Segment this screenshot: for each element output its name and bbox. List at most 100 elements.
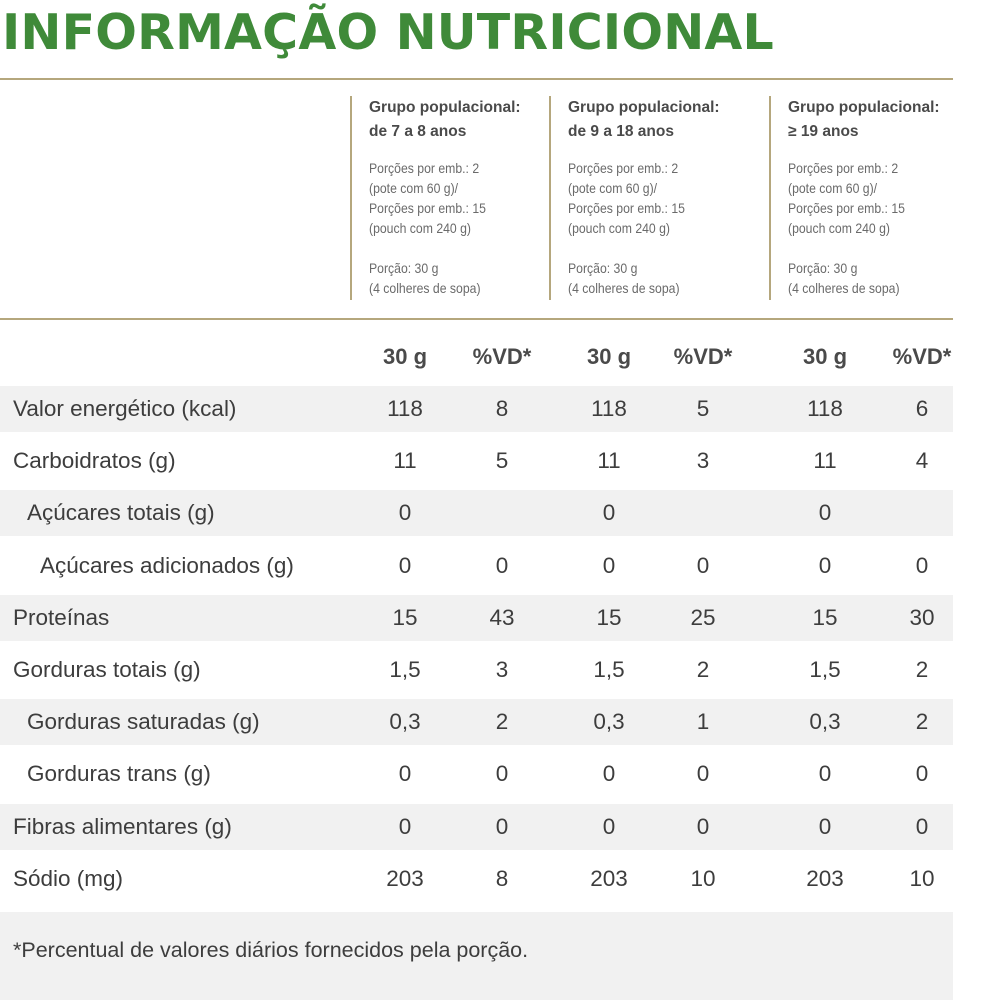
group-portions-line: (pote com 60 g)/	[788, 181, 878, 196]
vd-value-cell: 0	[915, 552, 929, 578]
group-header-7-8: Grupo populacional: de 7 a 8 anos Porçõe…	[350, 96, 521, 300]
table-row: Valor energético (kcal) 118 8 118 5 118 6	[0, 386, 953, 432]
group-serving-line: Porção: 30 g	[788, 261, 858, 276]
group-header-9-18: Grupo populacional: de 9 a 18 anos Porçõ…	[549, 96, 720, 300]
portion-value-cell: 11	[393, 448, 417, 474]
portion-value-cell: 15	[392, 604, 418, 630]
vd-value-cell: 5	[495, 448, 509, 474]
table-row: Gorduras saturadas (g) 0,3 2 0,3 1 0,3 2	[0, 699, 953, 746]
portion-value-cell: 203	[386, 865, 424, 891]
group-serving-line: Porção: 30 g	[568, 261, 638, 276]
portion-value-cell: 0	[818, 761, 832, 787]
vd-value-cell: 1	[696, 709, 710, 735]
portion-value-cell: 0	[818, 500, 832, 526]
portion-value-cell: 0	[398, 552, 412, 578]
vd-value-cell: 8	[495, 865, 509, 891]
vd-value-cell: 0	[495, 552, 509, 578]
portion-value-cell: 0	[602, 552, 616, 578]
group-title-line1: Grupo populacional:	[788, 99, 940, 116]
group-header-19-plus: Grupo populacional: ≥ 19 anos Porções po…	[769, 96, 940, 300]
footnote-text: *Percentual de valores diários fornecido…	[13, 938, 529, 962]
table-row: Sódio (mg) 203 8 203 10 203 10	[0, 856, 953, 902]
vd-value-cell: 30	[909, 604, 935, 630]
portion-value-cell: 203	[806, 865, 844, 891]
nutrient-label: Valor energético (kcal)	[13, 396, 237, 421]
portion-value-cell: 0	[818, 813, 832, 839]
footnote: *Percentual de valores diários fornecido…	[0, 912, 953, 1000]
column-header-vd: %VD*	[472, 344, 532, 369]
portion-value-cell: 11	[597, 448, 621, 474]
portion-value-cell: 1,5	[593, 657, 625, 682]
vd-value-cell: 2	[915, 657, 929, 682]
vd-value-cell: 3	[495, 657, 509, 682]
vd-value-cell: 6	[915, 396, 929, 421]
vd-value-cell: 4	[915, 448, 929, 474]
nutrient-label: Carboidratos (g)	[13, 448, 176, 474]
portion-value-cell: 0	[602, 500, 616, 526]
portion-value-cell: 0,3	[593, 709, 625, 735]
portion-value-cell: 0	[818, 552, 832, 578]
portion-value-cell: 15	[812, 604, 838, 630]
vd-value-cell: 0	[696, 552, 710, 578]
nutrient-label: Gorduras totais (g)	[13, 657, 201, 682]
vd-value-cell: 25	[690, 604, 716, 630]
vd-value-cell: 0	[495, 761, 509, 787]
nutrient-label: Gorduras trans (g)	[27, 761, 211, 787]
portion-value-cell: 118	[807, 396, 843, 421]
group-portions-line: (pouch com 240 g)	[788, 221, 891, 236]
vd-value-cell: 8	[495, 396, 509, 421]
portion-value-cell: 0	[398, 761, 412, 787]
vd-value-cell: 2	[915, 709, 929, 735]
vd-value-cell: 0	[915, 813, 929, 839]
group-portions-line: (pote com 60 g)/	[568, 181, 658, 196]
header-divider	[0, 318, 953, 320]
group-portions-line: Porções por emb.: 2	[568, 161, 679, 176]
portion-value-cell: 0	[602, 813, 616, 839]
column-header-vd: %VD*	[673, 344, 733, 369]
group-portions-line: (pouch com 240 g)	[568, 221, 671, 236]
table-row: Gorduras trans (g) 0 0 0 0 0 0	[0, 751, 953, 797]
group-title-line2: de 9 a 18 anos	[568, 123, 674, 140]
nutrient-label: Açúcares adicionados (g)	[40, 552, 294, 578]
vd-value-cell: 0	[495, 813, 509, 839]
column-header-portion: 30 g	[382, 344, 428, 369]
vd-value-cell: 5	[696, 396, 710, 421]
vd-value-cell: 0	[696, 761, 710, 787]
portion-value-cell: 118	[387, 396, 423, 421]
vd-value-cell: 0	[696, 813, 710, 839]
group-title-line1: Grupo populacional:	[568, 99, 720, 116]
group-title-line2: de 7 a 8 anos	[369, 123, 467, 140]
vd-value-cell: 10	[690, 865, 716, 891]
table-row: Açúcares adicionados (g) 0 0 0 0 0 0	[0, 543, 953, 589]
portion-value-cell: 0	[398, 813, 412, 839]
vd-value-cell: 3	[696, 448, 710, 474]
nutrient-label: Proteínas	[13, 604, 110, 630]
table-row: Carboidratos (g) 11 5 11 3 11 4	[0, 438, 953, 484]
group-title-line2: ≥ 19 anos	[788, 123, 859, 140]
portion-value-cell: 0	[602, 761, 616, 787]
nutrient-label: Sódio (mg)	[13, 865, 124, 891]
group-portions-line: Porções por emb.: 15	[369, 201, 486, 216]
portion-value-cell: 11	[813, 448, 837, 474]
column-header-vd: %VD*	[892, 344, 952, 369]
group-portions-line: Porções por emb.: 2	[788, 161, 899, 176]
group-title-line1: Grupo populacional:	[369, 99, 521, 116]
top-divider	[0, 78, 953, 80]
portion-value-cell: 1,5	[809, 657, 841, 682]
portion-value-cell: 203	[590, 865, 628, 891]
page-title: INFORMAÇÃO NUTRICIONAL	[2, 4, 774, 61]
portion-value-cell: 118	[591, 396, 627, 421]
group-portions-line: Porções por emb.: 2	[369, 161, 480, 176]
table-row: Açúcares totais (g) 0 0 0	[0, 490, 953, 537]
vd-value-cell: 10	[909, 865, 935, 891]
nutrient-label: Açúcares totais (g)	[27, 500, 215, 526]
portion-value-cell: 1,5	[389, 657, 421, 682]
nutrient-label: Fibras alimentares (g)	[13, 813, 232, 839]
table-row: Fibras alimentares (g) 0 0 0 0 0 0	[0, 803, 953, 850]
vd-value-cell: 2	[696, 657, 710, 682]
group-serving-line: (4 colheres de sopa)	[369, 281, 481, 296]
group-portions-line: (pouch com 240 g)	[369, 221, 472, 236]
group-portions-line: Porções por emb.: 15	[788, 201, 905, 216]
group-portions-line: Porções por emb.: 15	[568, 201, 685, 216]
vd-value-cell: 2	[495, 709, 509, 735]
